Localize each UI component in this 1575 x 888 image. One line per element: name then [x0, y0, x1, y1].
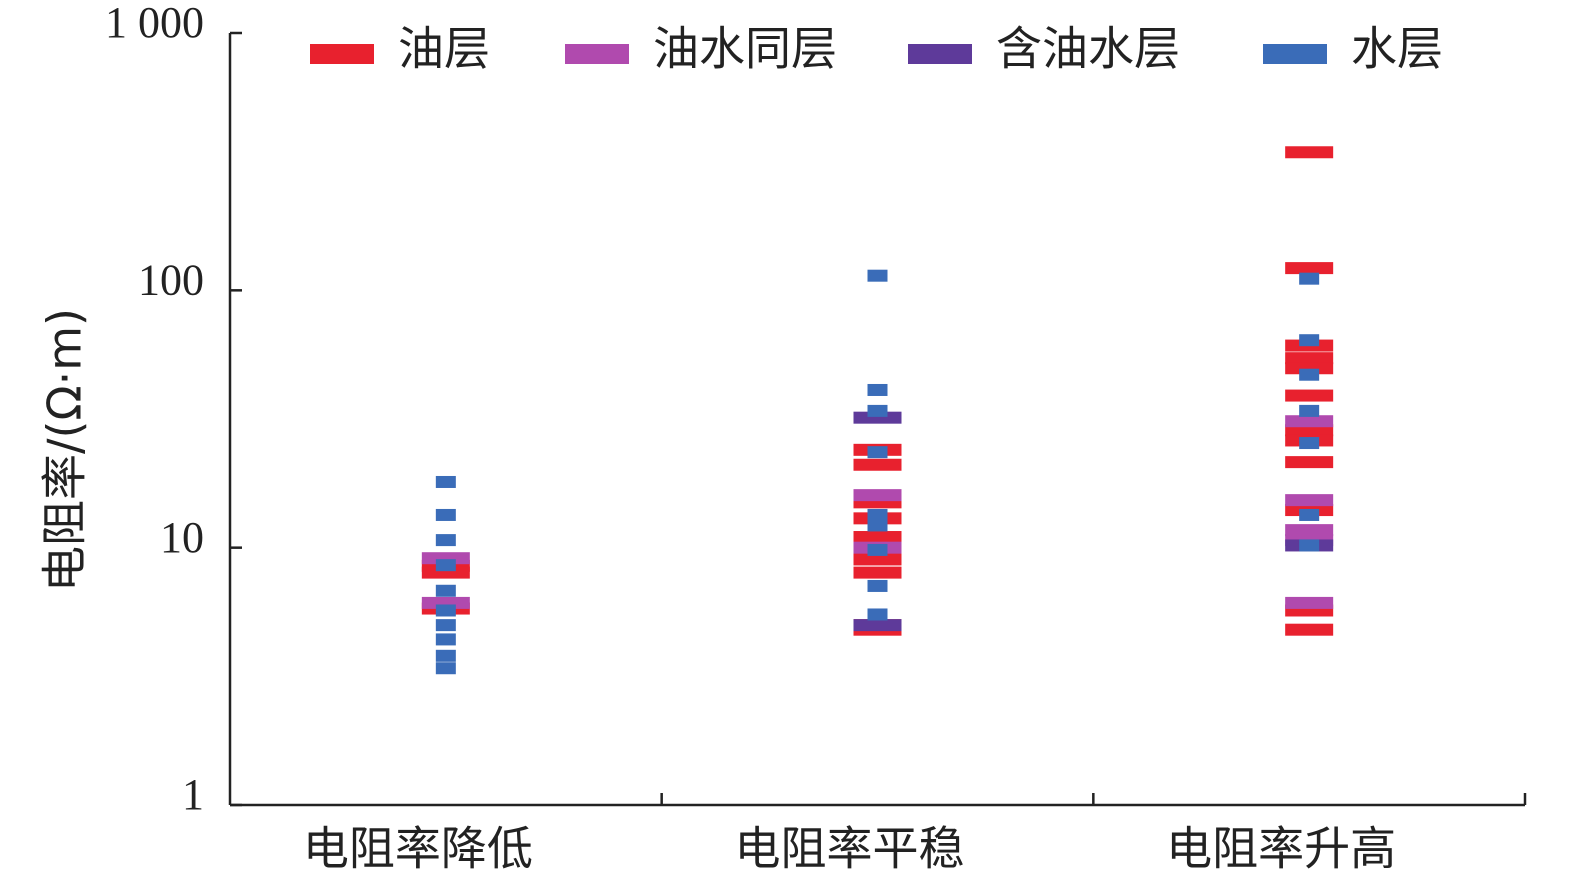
data-dash: [1285, 596, 1334, 609]
data-dash: [435, 534, 456, 547]
data-dash: [435, 662, 456, 675]
data-dash: [1285, 352, 1334, 365]
data-dash: [867, 543, 888, 556]
data-dash: [867, 579, 888, 592]
data-dash: [867, 404, 888, 417]
data-dash: [867, 519, 888, 532]
y-tick-label: 1: [182, 770, 204, 819]
legend-label: 含油水层: [996, 22, 1180, 76]
legend-swatch: [310, 44, 374, 64]
x-tick-label: 电阻率升高: [1166, 822, 1396, 876]
data-dash: [1299, 368, 1320, 381]
data-dash: [853, 531, 902, 544]
data-dash: [867, 508, 888, 521]
data-dash: [853, 489, 902, 502]
data-dash: [421, 596, 470, 609]
data-dash: [1299, 539, 1320, 552]
data-dash: [1299, 437, 1320, 450]
data-dash: [421, 566, 470, 579]
y-tick-label: 100: [138, 255, 204, 304]
data-dash: [1285, 456, 1334, 469]
data-dash: [853, 566, 902, 579]
legend-swatch: [908, 44, 972, 64]
data-dash: [867, 269, 888, 282]
data-dash: [1299, 508, 1320, 521]
data-dash: [1299, 334, 1320, 347]
legend-label: 油水同层: [653, 22, 837, 76]
data-dash: [1285, 146, 1334, 159]
data-dash: [1285, 494, 1334, 507]
data-dash: [421, 552, 470, 565]
data-dash: [435, 475, 456, 488]
data-dash: [853, 619, 902, 632]
y-tick-label: 1 000: [105, 0, 204, 47]
data-dash: [1285, 623, 1334, 636]
data-dash: [435, 584, 456, 597]
data-dash: [1285, 415, 1334, 428]
data-dash: [1285, 424, 1334, 437]
data-dash: [1285, 262, 1334, 275]
data-dash: [435, 649, 456, 662]
data-dash: [867, 446, 888, 459]
data-dash: [853, 553, 902, 566]
data-dash: [435, 619, 456, 632]
data-dash: [435, 604, 456, 617]
data-dash: [1299, 272, 1320, 285]
data-dash: [1299, 404, 1320, 417]
data-dash: [853, 411, 902, 424]
x-tick-label: 电阻率降低: [303, 822, 533, 876]
data-dash: [853, 458, 902, 471]
x-tick-label: 电阻率平稳: [735, 822, 965, 876]
data-dash: [435, 633, 456, 646]
data-dash: [867, 608, 888, 621]
data-dash: [435, 508, 456, 521]
data-dash: [867, 383, 888, 396]
data-dash: [435, 559, 456, 572]
legend-swatch: [565, 44, 629, 64]
data-dash: [1285, 362, 1334, 375]
legend-label: 水层: [1351, 22, 1443, 76]
data-dash: [1285, 389, 1334, 402]
y-axis-label: 电阻率/(Ω·m): [38, 308, 92, 592]
legend-label: 油层: [398, 22, 490, 76]
data-dash: [1285, 524, 1334, 537]
legend-swatch: [1263, 44, 1327, 64]
y-tick-label: 10: [160, 513, 204, 562]
